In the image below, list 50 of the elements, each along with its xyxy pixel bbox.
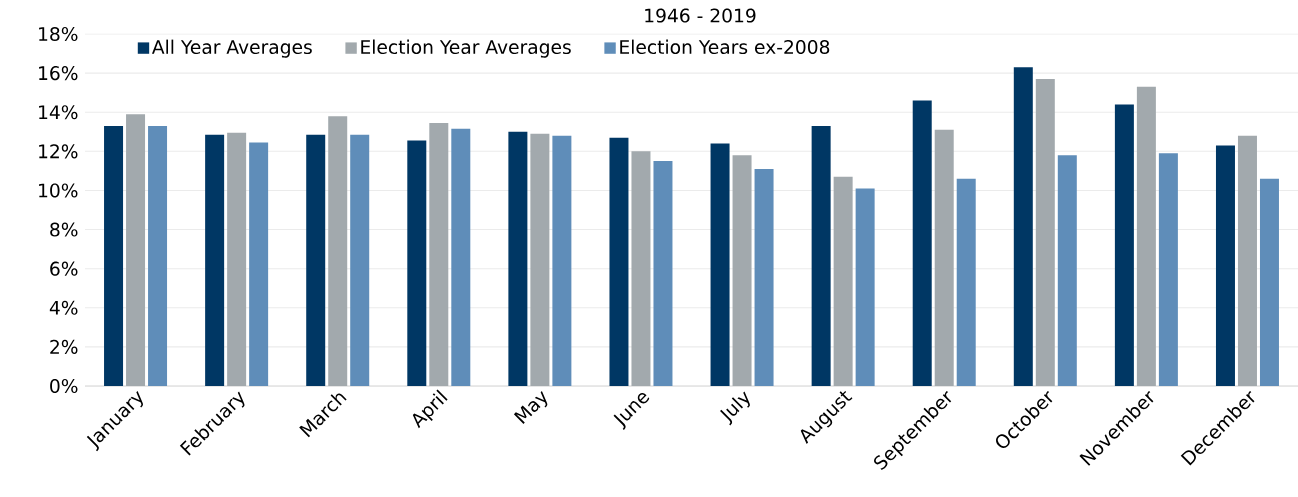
y-tick-label: 4% — [49, 300, 78, 315]
bar — [754, 168, 774, 386]
bar — [855, 188, 875, 386]
bar — [249, 142, 269, 386]
bar — [1035, 78, 1055, 386]
bar — [934, 129, 954, 386]
bar — [350, 134, 370, 386]
bar — [104, 125, 124, 386]
y-tick-label: 6% — [50, 261, 78, 276]
bar — [407, 140, 427, 386]
bar — [205, 134, 225, 386]
legend-label: Election Year Averages — [361, 39, 571, 58]
bar — [912, 100, 932, 386]
y-tick-label: 10% — [39, 183, 78, 198]
bar — [306, 134, 326, 386]
legend-label: Election Years ex-2008 — [620, 39, 830, 55]
y-tick-label: 2% — [50, 339, 78, 354]
bar — [1259, 178, 1279, 386]
bar — [1013, 67, 1033, 386]
bar — [530, 133, 550, 386]
bar — [609, 137, 629, 386]
y-tick-label: 16% — [39, 66, 78, 81]
bar — [552, 135, 572, 386]
bar — [429, 122, 449, 386]
bar — [1158, 153, 1178, 386]
y-tick-label: 14% — [39, 105, 78, 120]
bar — [631, 151, 651, 386]
bar — [811, 125, 831, 386]
bar — [732, 155, 752, 386]
bar — [126, 114, 146, 386]
bar — [328, 116, 348, 386]
bar — [451, 128, 471, 386]
bar — [653, 161, 673, 386]
y-tick-label: 18% — [39, 26, 78, 42]
legend-label: All Year Averages — [151, 39, 312, 58]
bar — [1057, 155, 1077, 386]
chart-title: 1946 - 2019 — [645, 8, 756, 23]
bar — [1136, 86, 1156, 386]
y-tick-label: 0% — [50, 378, 78, 394]
bar — [1215, 145, 1235, 386]
bar — [956, 178, 976, 386]
bar — [1114, 104, 1134, 386]
y-tick-label: 12% — [39, 144, 78, 159]
bar — [833, 176, 853, 386]
bar — [1237, 135, 1257, 386]
bar — [710, 143, 730, 386]
bar — [227, 132, 247, 386]
y-tick-label: 8% — [50, 222, 78, 237]
bar — [508, 131, 528, 386]
bar — [148, 125, 168, 386]
